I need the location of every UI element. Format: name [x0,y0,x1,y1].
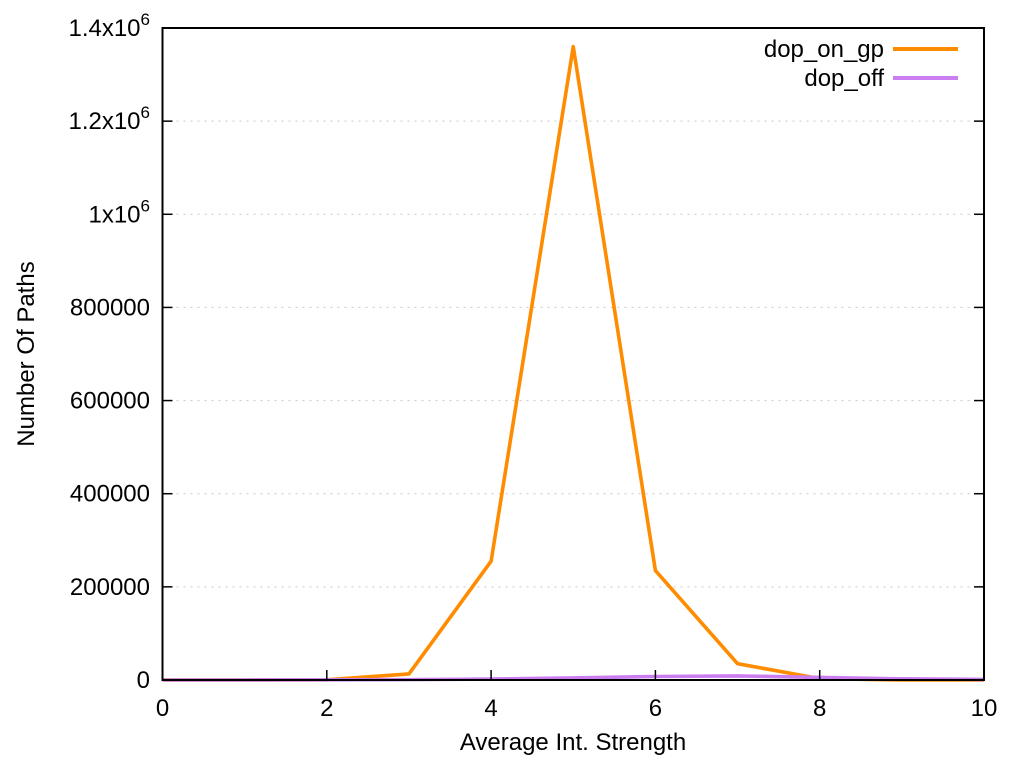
x-tick-label: 10 [971,695,998,722]
gridlines-layer [162,120,984,588]
y-tick-label: 1x106 [88,196,150,228]
x-tick-label: 0 [156,695,169,722]
y-tick-label: 1.4x106 [68,10,150,42]
y-tick-label: 600000 [70,388,150,415]
y-tick-label: 200000 [70,574,150,601]
y-tick-label: 0 [137,667,150,694]
y-tick-label: 1.2x106 [68,103,150,135]
legend-label: dop_off [804,65,884,92]
y-tick-label: 800000 [70,294,150,321]
series-line-dop_on_gp [162,44,984,682]
x-tick-label: 2 [320,695,333,722]
y-axis-title: Number Of Paths [13,261,40,446]
series-layer [162,44,985,682]
y-tick-label: 400000 [70,481,150,508]
tick-labels-layer: 0 2 4 6 8 10 0 200000 400000 600000 800000 1x106 1.2… [68,10,997,722]
legend-label: dop_on_gp [764,36,884,63]
axes-layer [161,27,985,681]
x-tick-label: 4 [484,695,497,722]
x-tick-label: 6 [649,695,662,722]
plot-border [161,27,985,681]
x-axis-title: Average Int. Strength [460,729,686,756]
x-tick-label: 8 [813,695,826,722]
